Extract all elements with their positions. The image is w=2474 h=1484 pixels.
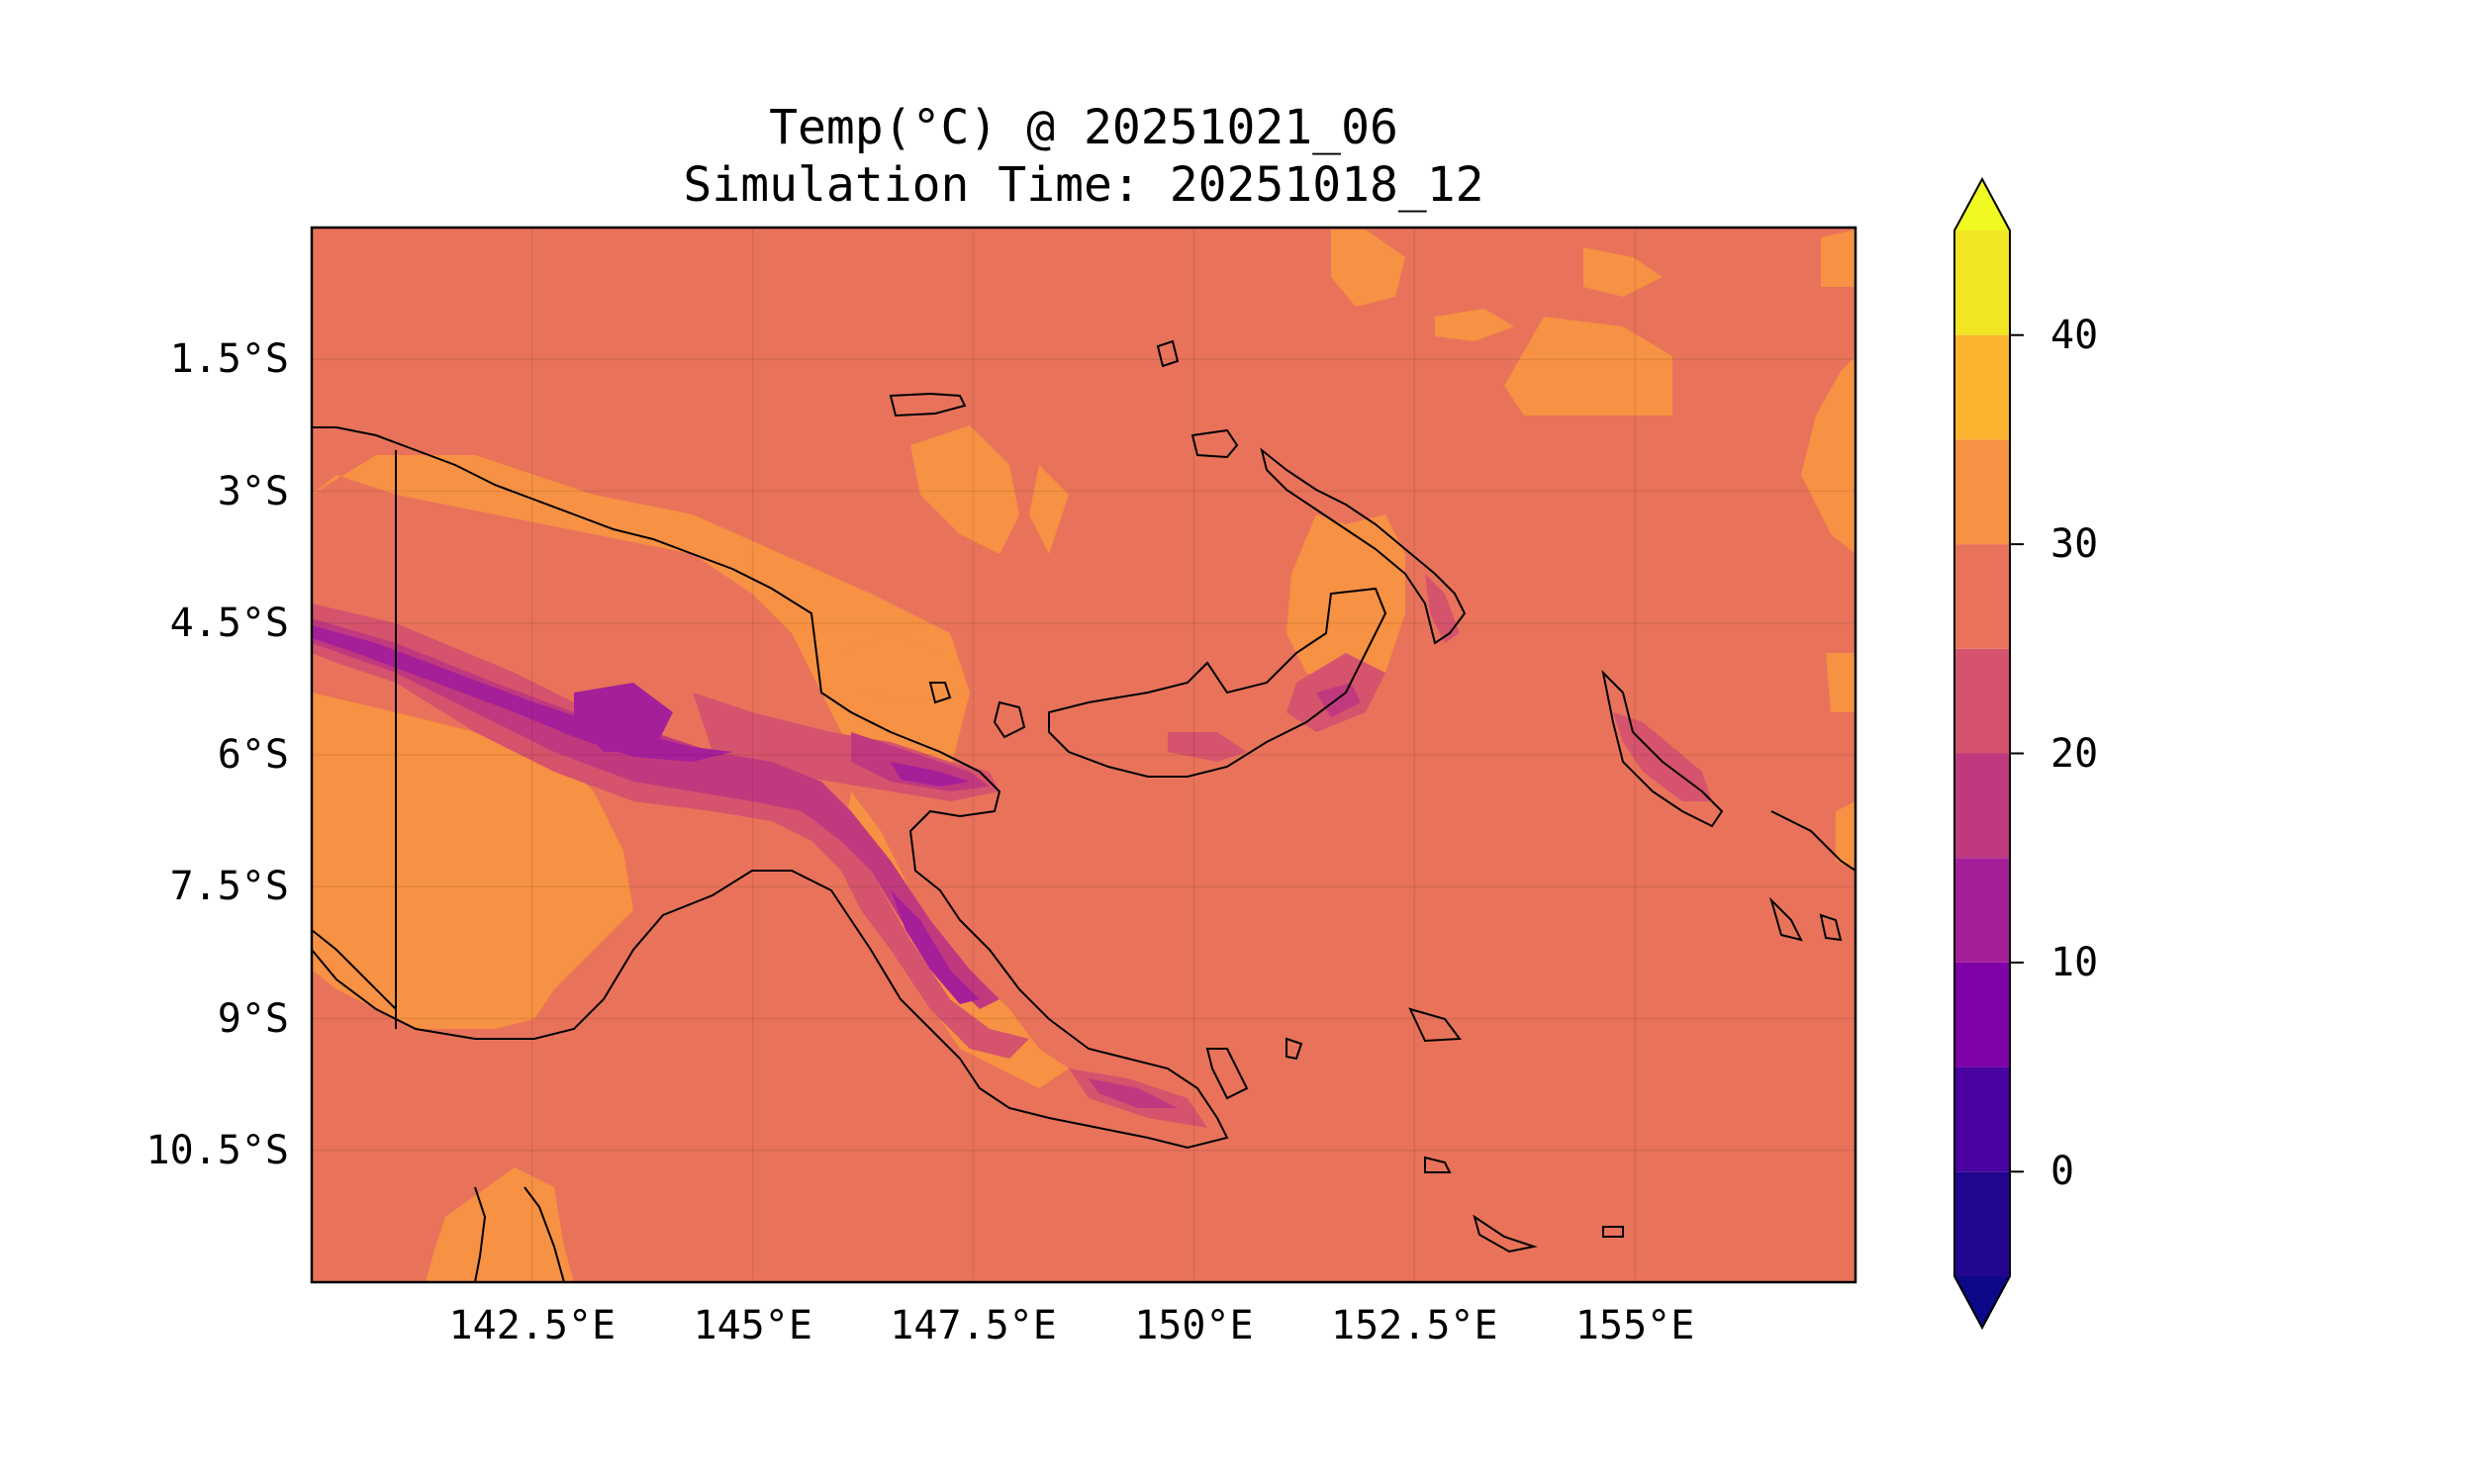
temperature-band-10-15 bbox=[312, 625, 980, 1004]
colorbar-tick-label: 10 bbox=[2050, 939, 2099, 985]
colorbar-tick-label: 20 bbox=[2050, 730, 2099, 777]
colorbar-outline bbox=[1953, 176, 2011, 1331]
temperature-band-30-35 bbox=[312, 230, 1856, 1282]
longitude-tick-label: 152.5°E bbox=[1330, 1303, 1498, 1348]
colorbar-segment bbox=[1954, 439, 2010, 545]
latitude-tick-label: 3°S bbox=[217, 468, 289, 514]
colorbar-tick-label: 40 bbox=[2050, 312, 2099, 358]
latitude-tick-label: 6°S bbox=[217, 732, 289, 778]
graticule bbox=[312, 228, 1856, 1282]
colorbar-segment bbox=[1954, 962, 2010, 1067]
latitude-tick-label: 4.5°S bbox=[169, 600, 289, 646]
latitude-tick-label: 1.5°S bbox=[169, 336, 289, 383]
colorbar-segment bbox=[1954, 334, 2010, 440]
longitude-tick-label: 142.5°E bbox=[448, 1303, 617, 1348]
colorbar-segment bbox=[1954, 544, 2010, 649]
colorbar-segment bbox=[1954, 231, 2010, 335]
colorbar bbox=[1953, 176, 2024, 1331]
longitude-tick-label: 150°E bbox=[1134, 1303, 1254, 1348]
colorbar-segment bbox=[1954, 858, 2010, 963]
colorbar-extend-max bbox=[1954, 179, 2010, 231]
colorbar-segment bbox=[1954, 1171, 2010, 1276]
colorbar-tick-label: 0 bbox=[2050, 1149, 2075, 1195]
latitude-tick-label: 9°S bbox=[217, 995, 289, 1042]
longitude-tick-label: 155°E bbox=[1574, 1303, 1695, 1348]
colorbar-segment bbox=[1954, 753, 2010, 859]
longitude-tick-label: 145°E bbox=[693, 1303, 812, 1348]
longitude-tick-label: 147.5°E bbox=[890, 1303, 1057, 1348]
coastlines bbox=[312, 339, 1856, 1282]
latitude-tick-label: 7.5°S bbox=[169, 864, 289, 910]
map-frame bbox=[310, 226, 1857, 1284]
colorbar-segment bbox=[1954, 1067, 2010, 1172]
colorbar-extend-min bbox=[1954, 1276, 2010, 1328]
colorbar-tick-label: 30 bbox=[2050, 521, 2099, 568]
latitude-tick-label: 10.5°S bbox=[145, 1127, 290, 1173]
map-title: Temp(°C) @ 20251021_06 bbox=[769, 100, 1398, 155]
colorbar-segment bbox=[1954, 648, 2010, 754]
map-area bbox=[312, 228, 1856, 1282]
map-subtitle: Simulation Time: 20251018_12 bbox=[683, 157, 1484, 213]
